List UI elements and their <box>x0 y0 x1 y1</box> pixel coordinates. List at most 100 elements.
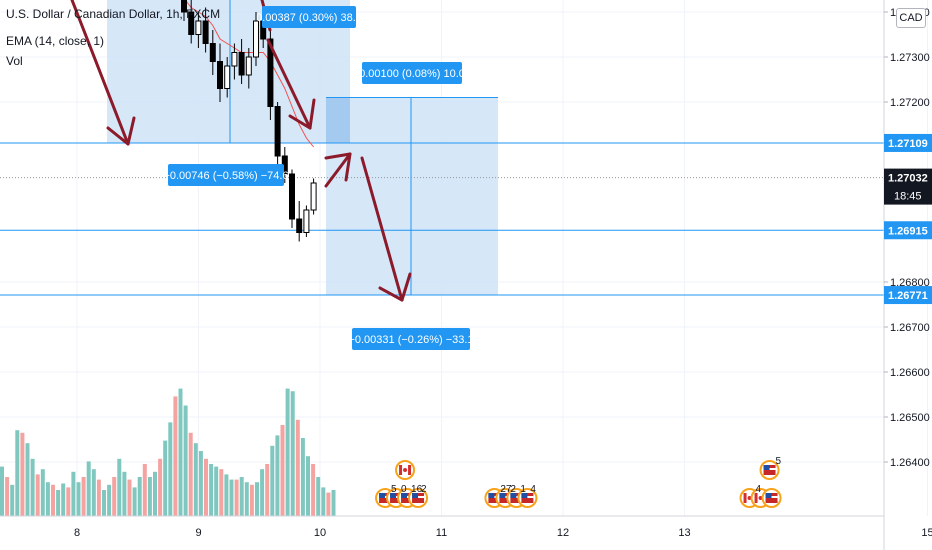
symbol-legend: U.S. Dollar / Canadian Dollar, 1h, FXCM <box>6 7 221 21</box>
volume-bar <box>321 487 326 516</box>
volume-bar <box>326 492 331 516</box>
event-count: 4 <box>756 484 762 495</box>
volume-bar <box>25 443 30 516</box>
event-count: 1 <box>520 484 526 495</box>
drawn-arrow <box>70 0 130 146</box>
candle-body <box>188 11 195 35</box>
volume-bar <box>127 479 132 516</box>
volume-bar <box>0 466 4 516</box>
volume-bar <box>265 464 270 516</box>
candle-body <box>245 56 252 76</box>
candle-body <box>195 20 202 35</box>
drawn-arrow <box>266 38 312 130</box>
candle-body <box>224 65 231 89</box>
measure-label-bg <box>352 328 470 350</box>
time-tick-label: 12 <box>557 527 569 539</box>
time-tick-label: 13 <box>678 527 690 539</box>
volume-bar <box>35 474 40 516</box>
volume-bar <box>306 456 310 516</box>
volume-bar <box>198 451 203 516</box>
volume-bar <box>188 432 193 516</box>
volume-bar <box>275 435 280 516</box>
measure-box-overlap <box>326 97 350 143</box>
volume-bar <box>147 477 152 516</box>
volume-bar <box>40 469 45 516</box>
candle-body <box>310 182 317 211</box>
volume-bar <box>158 458 163 516</box>
candle-body <box>274 106 281 157</box>
drawn-arrow <box>324 152 352 160</box>
measure-label-text: −0.00331 (−0.26%) −33.1 <box>348 334 473 346</box>
volume-bar <box>260 469 265 516</box>
price-tag-label: 1.27109 <box>888 138 928 150</box>
drawn-arrow <box>106 126 130 146</box>
measure-label-bg <box>362 62 462 84</box>
time-tick-label: 15 <box>921 527 932 539</box>
volume-bar <box>153 471 157 516</box>
volume-bar <box>234 479 239 516</box>
volume-bar <box>61 483 66 516</box>
volume-bar <box>30 458 35 516</box>
volume-bar <box>239 477 244 516</box>
price-tag-label: 1.26915 <box>888 225 928 237</box>
event-count: 2 <box>421 484 427 495</box>
volume-bar <box>66 487 71 516</box>
volume-bar <box>285 388 290 516</box>
us-event-icon <box>761 488 782 508</box>
price-tick-label: 1.27200 <box>890 97 930 109</box>
volume-bar <box>112 477 117 516</box>
volume-bar <box>270 445 275 516</box>
candle-body <box>202 20 209 44</box>
candle-body <box>217 61 223 89</box>
volume-bar <box>249 484 254 516</box>
volume-bar <box>229 479 234 516</box>
volume-bar <box>168 422 173 516</box>
last-price-tag-bg <box>884 168 932 205</box>
volume-bar <box>163 440 168 516</box>
volume-bar <box>10 484 15 516</box>
price-tag-bg <box>884 221 932 240</box>
candle-body <box>289 173 295 220</box>
measure-label: 0.00100 (0.08%) 10.0 <box>359 62 465 84</box>
us-event-icon <box>408 488 429 508</box>
volume-bar <box>76 482 81 516</box>
time-tick-label: 9 <box>195 527 201 539</box>
measure-label-text: 0.00387 (0.30%) 38.7 <box>256 12 362 24</box>
event-count: 4 <box>530 484 536 495</box>
volume-bar <box>193 443 198 516</box>
measure-label: −0.00746 (−0.58%) −74.6 <box>163 164 289 186</box>
volume-bar <box>224 474 229 516</box>
last-price-label: 1.27032 <box>888 173 928 185</box>
volume-bar <box>86 461 91 516</box>
volume-bar <box>280 425 285 516</box>
volume-bar <box>331 490 336 516</box>
price-tag-bg <box>884 133 932 152</box>
volume-bar <box>107 484 112 516</box>
drawn-arrow <box>308 98 316 130</box>
candle-body <box>181 0 187 13</box>
volume-bar <box>316 477 321 516</box>
currency-button[interactable]: CAD <box>896 8 926 28</box>
candle-body <box>209 43 216 62</box>
volume-bar <box>137 477 142 516</box>
volume-bar <box>71 471 76 516</box>
candle-body <box>267 38 274 107</box>
volume-bar <box>244 482 249 516</box>
volume-legend: Vol <box>6 54 23 68</box>
time-tick-label: 10 <box>314 527 326 539</box>
us-event-icon <box>517 488 538 508</box>
drawn-arrow <box>324 152 352 188</box>
price-tick-label: 1.26400 <box>890 457 930 469</box>
volume-bar <box>204 458 208 516</box>
volume-bar <box>5 477 10 516</box>
volume-bar <box>81 477 86 516</box>
ca-event-icon <box>395 460 416 480</box>
volume-bar <box>219 469 224 516</box>
event-count: 27 <box>500 484 512 495</box>
candle-body <box>296 218 303 233</box>
countdown-label: 18:45 <box>894 191 922 203</box>
drawn-arrow <box>360 156 404 302</box>
volume-bar <box>96 479 101 516</box>
drawn-arrow <box>288 114 312 130</box>
